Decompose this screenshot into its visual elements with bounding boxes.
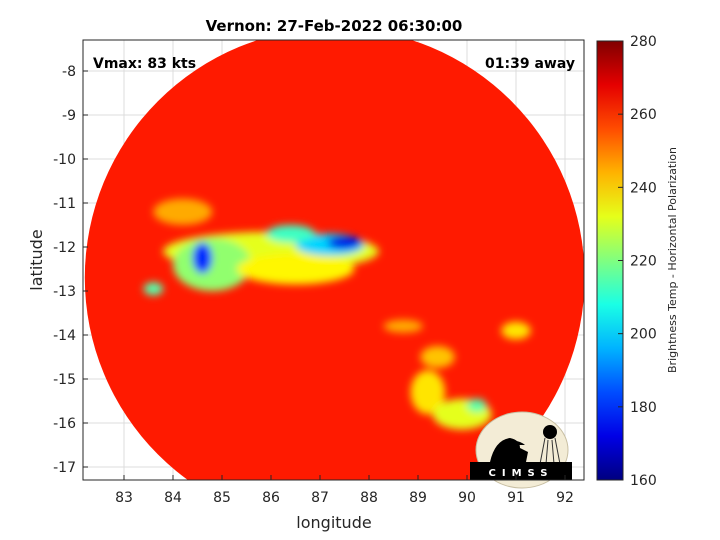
colorbar-tick-label: 240 xyxy=(630,180,657,196)
x-tick-label: 89 xyxy=(409,490,427,506)
colorbar-tick-label: 200 xyxy=(630,327,657,343)
x-tick-label: 83 xyxy=(115,490,133,506)
y-tick-label: -12 xyxy=(53,240,76,256)
cold-cloud-feature xyxy=(266,225,316,243)
y-tick-label: -14 xyxy=(53,328,76,344)
x-axis-label: longitude xyxy=(296,513,371,532)
cold-cloud-feature xyxy=(153,198,213,225)
cimss-logo: CIMSS xyxy=(470,411,572,489)
logo-text: CIMSS xyxy=(489,468,554,479)
x-tick-label: 90 xyxy=(458,490,476,506)
x-tick-label: 85 xyxy=(213,490,231,506)
cold-cloud-feature xyxy=(327,236,362,250)
cold-cloud-feature xyxy=(236,253,355,285)
colorbar-label: Brightness Temp - Horizontal Polarizatio… xyxy=(666,147,679,373)
x-tick-label: 86 xyxy=(262,490,280,506)
colorbar-tick-label: 220 xyxy=(630,254,657,270)
time-away-annotation: 01:39 away xyxy=(485,56,575,72)
cold-cloud-feature xyxy=(467,398,487,412)
chart-title: Vernon: 27-Feb-2022 06:30:00 xyxy=(206,17,463,35)
x-tick-label: 91 xyxy=(507,490,525,506)
y-tick-label: -17 xyxy=(53,460,76,476)
x-tick-label: 92 xyxy=(556,490,574,506)
vmax-annotation: Vmax: 83 kts xyxy=(93,56,196,72)
colorbar-tick-label: 260 xyxy=(630,107,657,123)
cold-cloud-feature xyxy=(143,282,164,296)
cold-cloud-feature xyxy=(173,238,252,291)
colorbar-tick-label: 280 xyxy=(630,34,657,50)
y-tick-label: -8 xyxy=(62,64,76,80)
plot-frame xyxy=(82,39,585,481)
y-axis-label: latitude xyxy=(27,229,46,290)
x-tick-label: 84 xyxy=(164,490,182,506)
y-tick-label: -15 xyxy=(53,372,76,388)
x-tick-label: 88 xyxy=(360,490,378,506)
cold-cloud-feature xyxy=(410,370,445,415)
x-tick-label: 87 xyxy=(311,490,329,506)
cold-cloud-feature xyxy=(192,242,213,274)
cold-cloud-feature xyxy=(420,346,455,368)
y-tick-label: -9 xyxy=(62,108,76,124)
colorbar-tick-label: 180 xyxy=(630,400,657,416)
cold-cloud-feature xyxy=(501,321,531,340)
y-tick-label: -10 xyxy=(53,152,76,168)
colorbar-tick-label: 160 xyxy=(630,473,657,489)
cold-cloud-feature xyxy=(383,319,423,333)
y-tick-label: -16 xyxy=(53,416,76,432)
y-tick-label: -11 xyxy=(53,196,76,212)
y-tick-label: -13 xyxy=(53,284,76,300)
